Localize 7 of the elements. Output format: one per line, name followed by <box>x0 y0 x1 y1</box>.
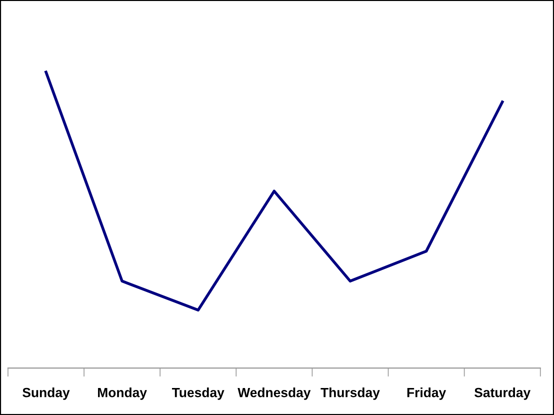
x-tick-label: Tuesday <box>172 388 224 400</box>
x-tick-label: Saturday <box>474 388 531 400</box>
x-tick-label: Sunday <box>22 388 70 400</box>
x-tick-label: Wednesday <box>238 388 311 400</box>
x-tick-label: Thursday <box>320 388 380 400</box>
x-tick-label: Friday <box>407 388 446 400</box>
x-tick-label: Monday <box>98 388 147 400</box>
